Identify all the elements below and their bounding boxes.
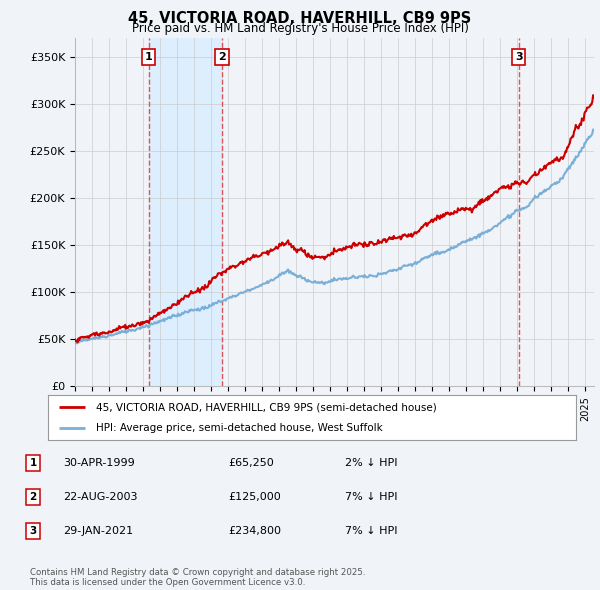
Text: £234,800: £234,800 <box>228 526 281 536</box>
Text: 29-JAN-2021: 29-JAN-2021 <box>63 526 133 536</box>
Text: 1: 1 <box>145 53 152 63</box>
Text: 2: 2 <box>29 492 37 502</box>
Text: 1: 1 <box>29 458 37 468</box>
Text: 2: 2 <box>218 53 226 63</box>
Text: £125,000: £125,000 <box>228 492 281 502</box>
Text: 45, VICTORIA ROAD, HAVERHILL, CB9 9PS (semi-detached house): 45, VICTORIA ROAD, HAVERHILL, CB9 9PS (s… <box>95 402 436 412</box>
Text: 7% ↓ HPI: 7% ↓ HPI <box>345 526 398 536</box>
Text: 2% ↓ HPI: 2% ↓ HPI <box>345 458 398 468</box>
Bar <box>149 38 222 386</box>
Text: Contains HM Land Registry data © Crown copyright and database right 2025.
This d: Contains HM Land Registry data © Crown c… <box>30 568 365 587</box>
Text: Price paid vs. HM Land Registry's House Price Index (HPI): Price paid vs. HM Land Registry's House … <box>131 22 469 35</box>
Text: 3: 3 <box>515 53 523 63</box>
Text: 30-APR-1999: 30-APR-1999 <box>63 458 135 468</box>
Text: 3: 3 <box>29 526 37 536</box>
Text: 22-AUG-2003: 22-AUG-2003 <box>63 492 137 502</box>
Text: £65,250: £65,250 <box>228 458 274 468</box>
Text: 45, VICTORIA ROAD, HAVERHILL, CB9 9PS: 45, VICTORIA ROAD, HAVERHILL, CB9 9PS <box>128 11 472 25</box>
Text: 7% ↓ HPI: 7% ↓ HPI <box>345 492 398 502</box>
Text: HPI: Average price, semi-detached house, West Suffolk: HPI: Average price, semi-detached house,… <box>95 422 382 432</box>
